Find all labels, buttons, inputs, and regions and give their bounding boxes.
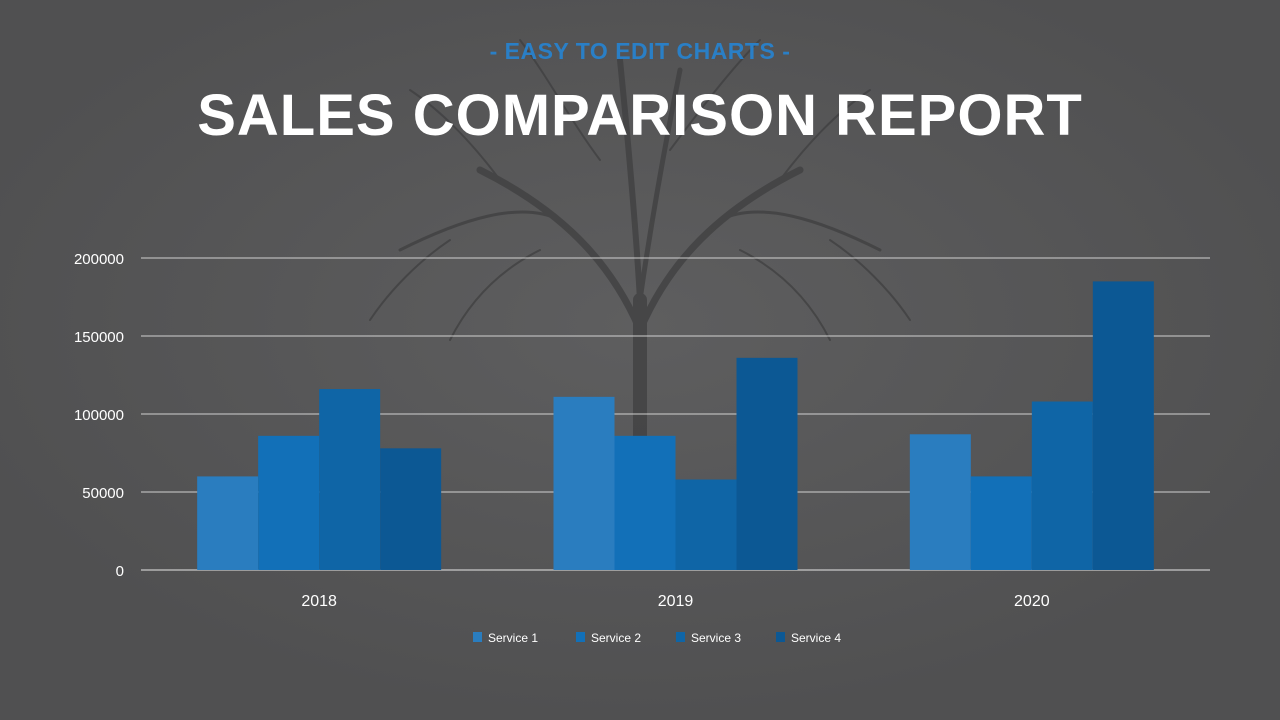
bar-service-1-2020 [909,434,971,570]
legend-swatch-service-1 [473,632,482,642]
x-tick-label: 2018 [301,593,337,610]
bar-service-3-2019 [675,479,737,570]
bar-service-4-2020 [1092,281,1154,570]
bar-service-3-2018 [319,389,381,570]
chart-subtitle: - EASY TO EDIT CHARTS - [489,38,791,64]
legend-label-service-2: Service 2 [591,631,641,645]
legend-swatch-service-2 [576,632,585,642]
chart-title: SALES COMPARISON REPORT [197,83,1083,148]
legend-label-service-4: Service 4 [791,631,841,645]
bar-service-4-2019 [736,357,798,570]
y-tick-label: 50000 [82,485,124,502]
y-tick-label: 100000 [74,407,124,424]
x-tick-label: 2019 [658,593,694,610]
legend-label-service-1: Service 1 [488,631,538,645]
y-tick-label: 150000 [74,329,124,346]
bar-service-1-2019 [553,396,615,570]
y-tick-label: 0 [116,563,124,580]
bar-service-2-2019 [614,435,676,570]
bar-service-4-2018 [380,448,442,570]
bar-service-2-2018 [258,435,320,570]
y-tick-label: 200000 [74,251,124,268]
bar-service-2-2020 [970,476,1032,570]
bar-service-1-2018 [197,476,259,570]
x-tick-label: 2020 [1014,593,1050,610]
bar-service-3-2020 [1031,401,1093,570]
legend-swatch-service-3 [676,632,685,642]
legend-swatch-service-4 [776,632,785,642]
legend-label-service-3: Service 3 [691,631,741,645]
